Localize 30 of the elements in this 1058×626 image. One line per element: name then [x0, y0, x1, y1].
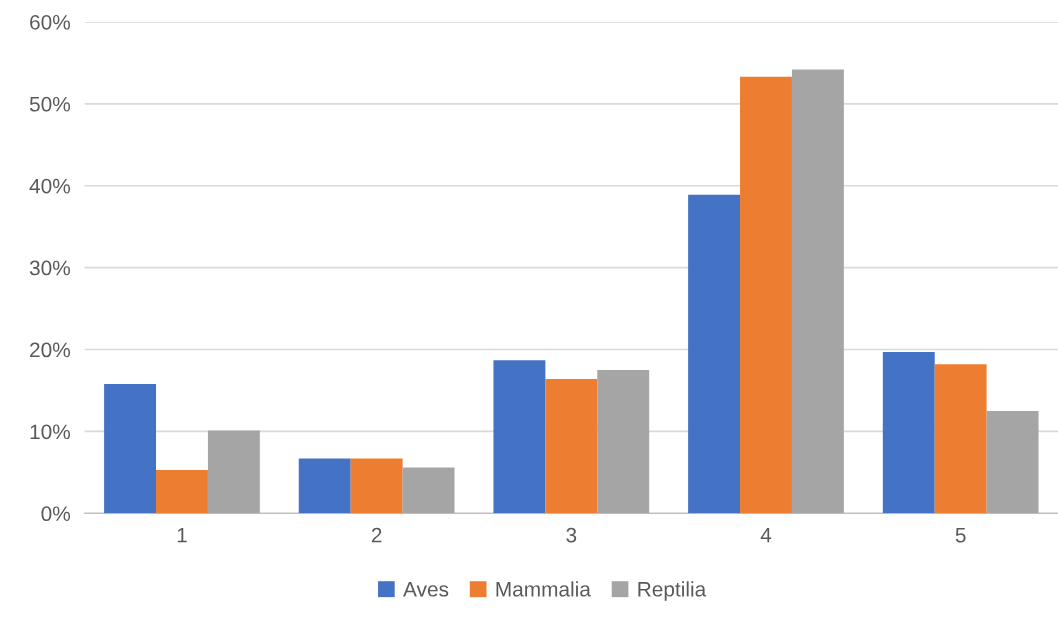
bar: [493, 360, 546, 514]
bar: [298, 458, 351, 514]
bar: [545, 379, 598, 514]
x-tick-label: 1: [177, 527, 187, 543]
y-tick-label: 60%: [30, 14, 71, 30]
y-tick-label: 20%: [30, 342, 71, 358]
x-tick-label: 4: [760, 527, 772, 543]
bar: [882, 351, 935, 514]
bar: [740, 76, 792, 514]
y-tick-label: 30%: [29, 260, 71, 276]
bar: [350, 458, 403, 514]
bar: [597, 369, 650, 514]
x-tick-label: 3: [566, 527, 577, 543]
y-tick-label: 40%: [29, 178, 71, 194]
legend-label: Mammalia: [496, 581, 591, 597]
y-tick-label: 10%: [30, 424, 71, 440]
bar: [104, 383, 157, 514]
bar: [402, 467, 455, 514]
legend-label: Aves: [403, 582, 449, 597]
x-tick-label: 5: [955, 527, 966, 543]
bar: [986, 410, 1039, 514]
bar: [156, 469, 208, 514]
y-tick-label: 0%: [41, 506, 71, 522]
bar: [791, 69, 844, 514]
bar: [207, 430, 260, 514]
bar: [688, 194, 741, 514]
x-tick-label: 2: [371, 527, 382, 543]
y-tick-label: 50%: [29, 96, 71, 112]
bar: [934, 364, 987, 514]
legend-label: Reptilia: [638, 581, 707, 601]
